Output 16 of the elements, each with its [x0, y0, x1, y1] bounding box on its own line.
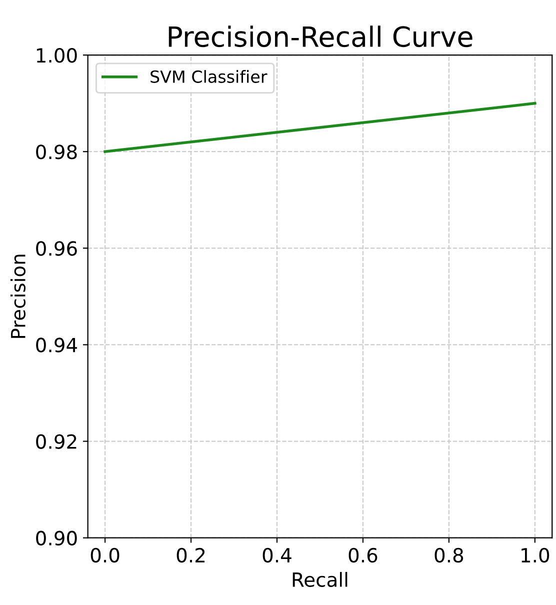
y-tick-label: 0.90: [36, 530, 77, 546]
x-tick-label: 1.0: [522, 548, 550, 563]
x-tick-label: 0.4: [262, 548, 292, 563]
x-tick-label: 0.8: [434, 548, 464, 563]
y-tick-label: 0.92: [36, 434, 76, 449]
x-tick-label: 0.2: [176, 548, 205, 563]
y-axis-title: Precision: [10, 254, 26, 338]
x-axis-title: Recall: [292, 572, 348, 587]
y-tick-label: 1.00: [36, 48, 77, 63]
y-tick-label: 0.96: [36, 241, 77, 256]
x-tick-label: 0.0: [90, 548, 120, 563]
legend-label: SVM Classifier: [150, 70, 268, 83]
y-tick-label: 0.98: [36, 144, 77, 160]
y-tick-label: 0.94: [36, 338, 78, 352]
chart-title: Precision-Recall Curve: [168, 26, 472, 48]
x-tick-label: 0.6: [348, 548, 378, 563]
